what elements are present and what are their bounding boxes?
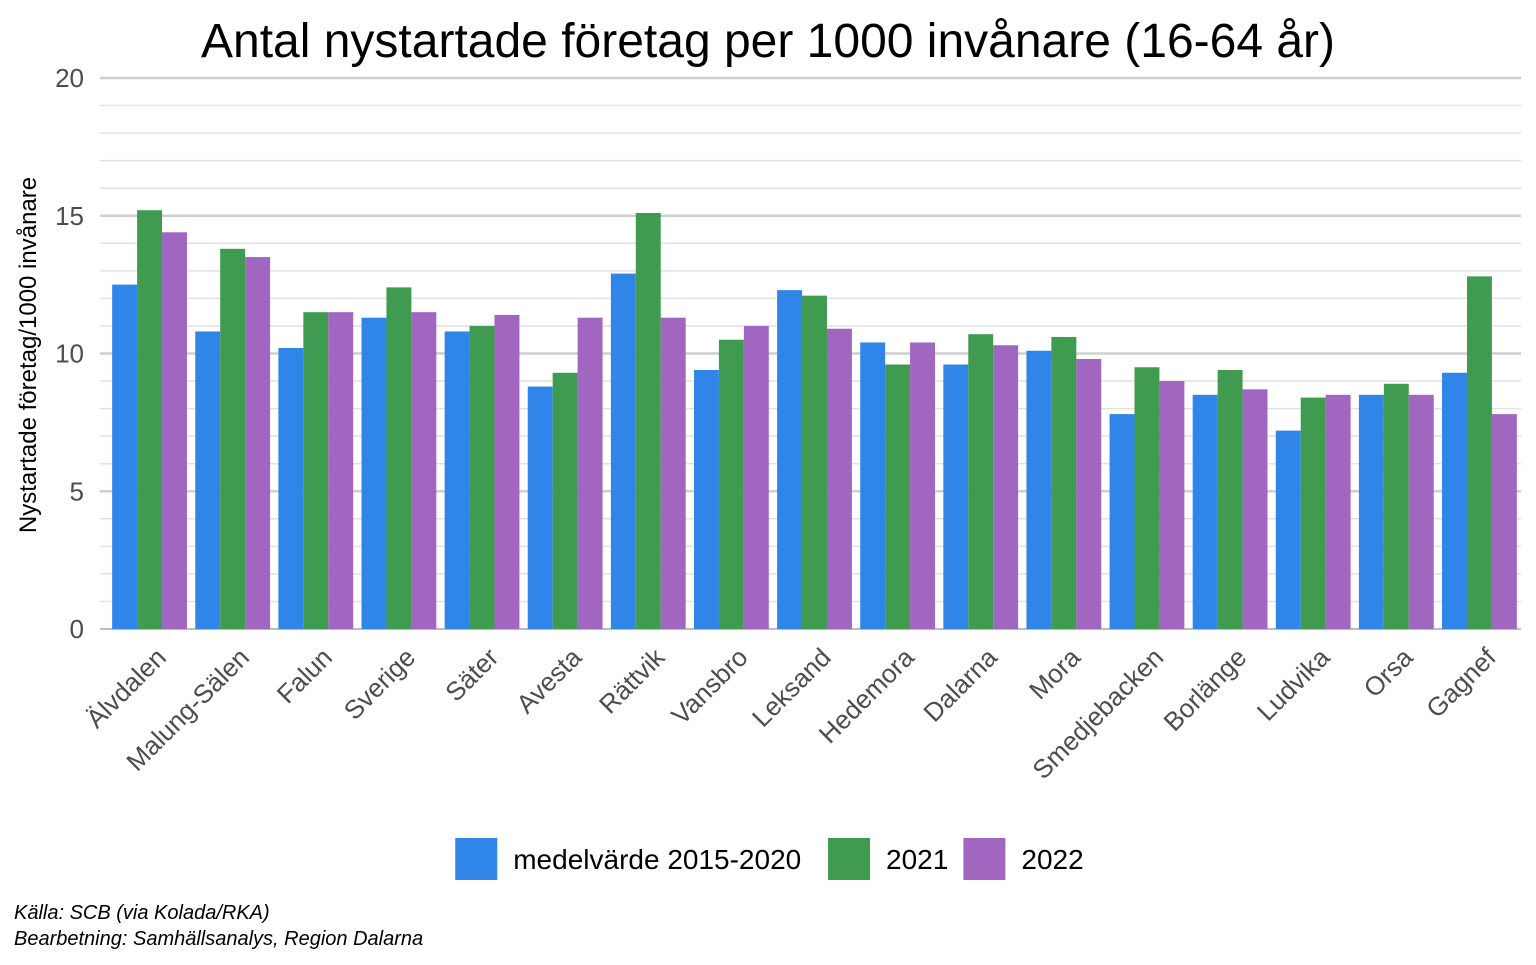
bar-borlange-medelvarde-2015-2020 xyxy=(1192,394,1218,629)
bar-malung-salen-2021 xyxy=(220,248,246,629)
bar-orsa-2022 xyxy=(1408,394,1434,629)
bar-sverige-2022 xyxy=(411,312,437,629)
bar-gagnef-2021 xyxy=(1466,276,1492,629)
bar-alvdalen-2022 xyxy=(162,232,187,629)
bars xyxy=(112,210,1517,630)
x-tick-label: Avesta xyxy=(510,642,587,719)
x-tick-label: Falun xyxy=(271,642,338,709)
bar-dalarna-2022 xyxy=(993,345,1019,629)
bar-alvdalen-medelvarde-2015-2020 xyxy=(112,284,138,629)
y-tick-label: 5 xyxy=(70,476,84,506)
bar-avesta-medelvarde-2015-2020 xyxy=(527,386,553,629)
legend-label: 2021 xyxy=(886,844,948,875)
bar-sverige-2021 xyxy=(386,287,412,629)
bar-avesta-2022 xyxy=(577,317,603,629)
x-tick-label: Gagnef xyxy=(1420,641,1502,723)
bar-falun-2022 xyxy=(328,312,354,629)
bar-gagnef-2022 xyxy=(1491,414,1517,629)
bar-sater-2022 xyxy=(494,314,520,629)
bar-vansbro-2021 xyxy=(718,339,744,629)
x-tick-label: Dalarna xyxy=(917,642,1003,728)
legend-swatch-2022 xyxy=(963,838,1006,880)
legend: medelvärde 2015-2020 2021 2022 xyxy=(455,838,1084,880)
bar-mora-2022 xyxy=(1076,359,1102,629)
bar-sverige-medelvarde-2015-2020 xyxy=(361,317,387,629)
bar-vansbro-medelvarde-2015-2020 xyxy=(693,370,719,629)
bar-alvdalen-2021 xyxy=(137,210,163,630)
bar-malung-salen-medelvarde-2015-2020 xyxy=(195,331,221,629)
x-tick-label: Orsa xyxy=(1358,642,1419,703)
legend-label: medelvärde 2015-2020 xyxy=(513,844,801,875)
bar-leksand-medelvarde-2015-2020 xyxy=(777,290,803,629)
x-tick-label: Rättvik xyxy=(593,641,671,719)
bar-rattvik-medelvarde-2015-2020 xyxy=(610,273,636,629)
bar-smedjebacken-2021 xyxy=(1134,367,1160,629)
bar-mora-medelvarde-2015-2020 xyxy=(1026,350,1052,629)
x-tick-label: Ludvika xyxy=(1251,642,1336,727)
legend-label: 2022 xyxy=(1021,844,1083,875)
bar-borlange-2022 xyxy=(1242,389,1268,629)
source-caption: Källa: SCB (via Kolada/RKA) xyxy=(14,902,270,924)
bar-ludvika-2021 xyxy=(1300,397,1326,629)
bar-sater-medelvarde-2015-2020 xyxy=(444,331,470,629)
bar-rattvik-2022 xyxy=(660,317,686,629)
bar-ludvika-medelvarde-2015-2020 xyxy=(1275,430,1301,629)
bar-hedemora-2022 xyxy=(910,342,936,629)
legend-swatch-medelvarde-2015-2020 xyxy=(455,838,498,880)
processing-caption: Bearbetning: Samhällsanalys, Region Dala… xyxy=(14,928,424,950)
bar-avesta-2021 xyxy=(552,372,578,629)
bar-sater-2021 xyxy=(469,325,495,629)
bar-falun-2021 xyxy=(303,312,329,629)
legend-swatch-2021 xyxy=(828,838,871,880)
y-axis-label: Nystartade företag/1000 invånare xyxy=(15,177,42,533)
bar-smedjebacken-2022 xyxy=(1159,381,1185,629)
y-tick-labels: 0 5 10 15 20 xyxy=(55,63,84,644)
y-tick-label: 20 xyxy=(55,63,84,93)
y-tick-label: 15 xyxy=(55,201,84,231)
x-tick-label: Säter xyxy=(439,642,504,707)
y-tick-label: 10 xyxy=(55,339,84,369)
bar-orsa-medelvarde-2015-2020 xyxy=(1358,394,1384,629)
bar-falun-medelvarde-2015-2020 xyxy=(278,347,304,629)
x-tick-label: Mora xyxy=(1023,642,1086,705)
bar-malung-salen-2022 xyxy=(245,257,271,629)
bar-hedemora-medelvarde-2015-2020 xyxy=(860,342,886,629)
x-tick-label: Vansbro xyxy=(665,642,753,730)
y-tick-label: 0 xyxy=(70,614,84,644)
bar-borlange-2021 xyxy=(1217,370,1243,629)
bar-dalarna-medelvarde-2015-2020 xyxy=(943,364,969,629)
x-tick-label: Sverige xyxy=(338,642,422,726)
bar-orsa-2021 xyxy=(1383,383,1409,629)
bar-leksand-2021 xyxy=(802,295,827,629)
bar-hedemora-2021 xyxy=(885,364,911,629)
bar-ludvika-2022 xyxy=(1325,394,1351,629)
bar-dalarna-2021 xyxy=(968,334,994,629)
x-tick-label: Borlänge xyxy=(1158,642,1253,737)
bar-smedjebacken-medelvarde-2015-2020 xyxy=(1109,414,1135,629)
bar-leksand-2022 xyxy=(826,328,852,629)
bar-rattvik-2021 xyxy=(635,212,661,629)
chart-title: Antal nystartade företag per 1000 invåna… xyxy=(201,15,1335,68)
bar-mora-2021 xyxy=(1051,336,1077,629)
bar-gagnef-medelvarde-2015-2020 xyxy=(1442,372,1467,629)
bar-vansbro-2022 xyxy=(743,325,769,629)
